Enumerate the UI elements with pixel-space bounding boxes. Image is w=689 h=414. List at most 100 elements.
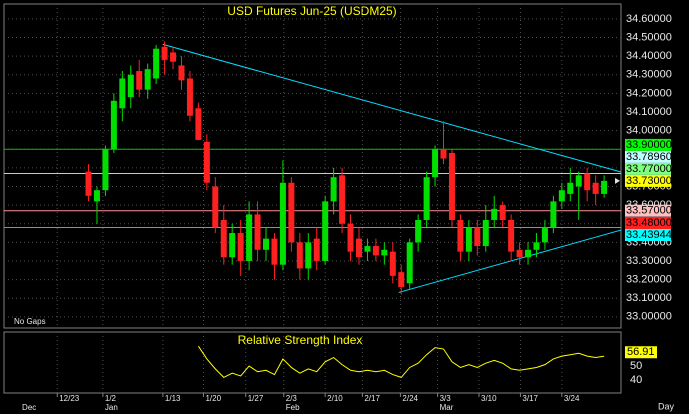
candle-body: [212, 186, 219, 228]
trendline: [398, 229, 622, 293]
candle-body: [372, 246, 379, 256]
candle-body: [127, 74, 134, 98]
month-label: Mar: [440, 403, 454, 412]
y-tick-label: 34.00000: [626, 125, 672, 137]
x-tick-label: 3/10: [481, 394, 497, 403]
candle-body: [237, 233, 244, 261]
candle-body: [381, 249, 388, 256]
rsi-box-label: 56.91: [627, 346, 655, 358]
candle-body: [330, 177, 337, 202]
candle-body: [110, 100, 117, 150]
y-tick-label: 34.30000: [626, 69, 672, 81]
candle-body: [136, 71, 143, 90]
candle-body: [389, 251, 396, 276]
price-box: [625, 150, 671, 163]
candle-body: [584, 173, 591, 191]
x-tick-label: 1/20: [205, 394, 221, 403]
candle-body: [119, 78, 126, 109]
candle-body: [448, 152, 455, 220]
candle-body: [465, 227, 472, 252]
price-box: [625, 162, 671, 175]
month-label: Dec: [22, 403, 36, 412]
note: No Gaps: [14, 317, 46, 326]
candle-body: [170, 52, 177, 62]
x-tick-label: 2/10: [327, 394, 343, 403]
y-tick-label: 33.30000: [626, 255, 672, 267]
candle-body: [322, 201, 329, 261]
candle-body: [178, 65, 185, 81]
candle-body: [102, 149, 109, 191]
candle-body: [186, 78, 193, 116]
y-tick-label: 34.20000: [626, 87, 672, 99]
candle-body: [499, 205, 506, 220]
candle-body: [423, 177, 430, 220]
y-tick-label: 34.10000: [626, 106, 672, 118]
x-tick-label: 12/23: [59, 394, 80, 403]
price-box-label: 33.90000: [626, 139, 672, 151]
x-tick-label: 3/17: [522, 394, 538, 403]
candle-body: [220, 220, 227, 258]
candle-body: [364, 246, 371, 252]
candle-body: [263, 238, 270, 250]
x-tick-label: 1/27: [248, 394, 264, 403]
trendline: [162, 43, 622, 173]
candle-body: [558, 190, 565, 202]
x-tick-label: 3/3: [440, 394, 452, 403]
candle-body: [355, 238, 362, 258]
candle-body: [254, 214, 261, 250]
candle-body: [288, 182, 295, 243]
candle-body: [161, 46, 168, 60]
candle-body: [508, 220, 515, 252]
candle-body: [541, 227, 548, 243]
candle-body: [440, 149, 447, 159]
x-tick-label: 2/3: [286, 394, 298, 403]
candle-body: [398, 272, 405, 288]
candle-body: [195, 108, 202, 140]
candle-body: [144, 69, 151, 90]
candle-body: [482, 220, 489, 247]
candle-body: [339, 175, 346, 224]
price-box-label: 33.43944: [626, 229, 672, 241]
candle-body: [296, 242, 303, 269]
candle-body: [567, 182, 574, 194]
candle-body: [601, 180, 608, 194]
candle-body: [474, 227, 481, 247]
x-tick-label: 2/17: [364, 394, 380, 403]
y-tick-label: 34.40000: [626, 50, 672, 62]
last-price-arrow: [615, 177, 620, 184]
month-label: Feb: [286, 403, 300, 412]
candle-body: [279, 182, 286, 265]
candle-body: [516, 249, 523, 258]
rsi-box: [625, 346, 657, 359]
month-label: Jan: [105, 403, 118, 412]
price-box: [625, 204, 671, 217]
candle-body: [85, 171, 92, 196]
y-tick-label: 33.20000: [626, 273, 672, 285]
y-tick-label: 33.00000: [626, 311, 672, 323]
price-box-label: 33.57000: [626, 205, 672, 217]
x-tick-label: 1/2: [105, 394, 117, 403]
y-tick-label: 33.10000: [626, 292, 672, 304]
x-axis-label: Day: [658, 401, 675, 411]
candle-body: [575, 175, 582, 187]
candle-body: [203, 141, 210, 183]
rsi-tick-label: 40: [630, 374, 642, 386]
candle-body: [406, 242, 413, 284]
price-box: [625, 174, 671, 187]
candle-body: [525, 249, 532, 258]
candle-body: [550, 201, 557, 228]
candle-body: [305, 242, 312, 269]
rsi-title: Relative Strength Index: [238, 333, 363, 347]
rsi-panel: [3, 331, 622, 394]
y-tick-label: 34.60000: [626, 13, 672, 25]
candle-body: [592, 182, 599, 194]
candle-body: [347, 223, 354, 252]
rsi-line: [197, 345, 605, 379]
candle-body: [93, 190, 100, 202]
price-panel: [3, 3, 622, 329]
candle-body: [533, 242, 540, 250]
chart-title: USD Futures Jun-25 (USDM25): [227, 4, 396, 18]
candle-body: [491, 208, 498, 220]
x-tick-label: 1/13: [165, 394, 181, 403]
candle-body: [313, 238, 320, 261]
